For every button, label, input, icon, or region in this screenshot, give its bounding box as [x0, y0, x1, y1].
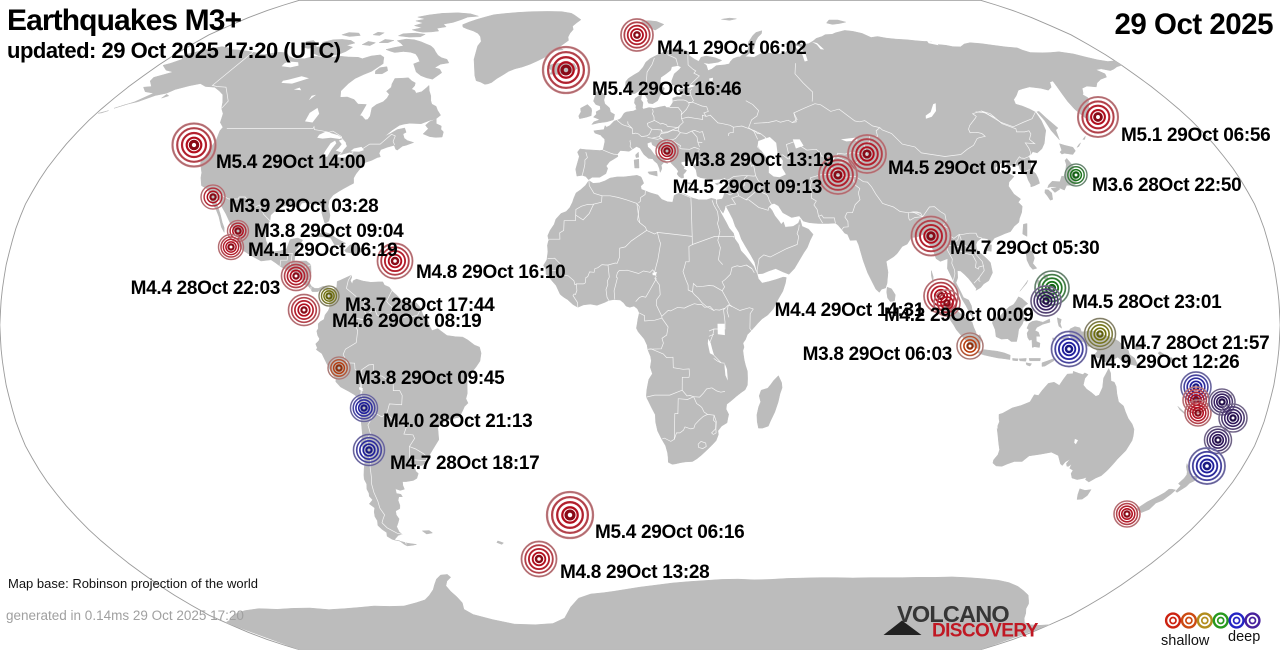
svg-text:M4.5 29Oct 09:13: M4.5 29Oct 09:13 [673, 177, 822, 198]
svg-text:M4.7 28Oct 18:17: M4.7 28Oct 18:17 [390, 453, 539, 474]
svg-text:DISCOVERY: DISCOVERY [932, 621, 1039, 642]
svg-text:M3.6 28Oct 22:50: M3.6 28Oct 22:50 [1092, 175, 1241, 196]
svg-text:M3.8 29Oct 13:19: M3.8 29Oct 13:19 [684, 150, 833, 171]
svg-text:M4.1 29Oct 06:19: M4.1 29Oct 06:19 [248, 240, 397, 261]
svg-text:M3.7 28Oct 17:44: M3.7 28Oct 17:44 [345, 295, 495, 316]
svg-text:M4.4 29Oct 14:31: M4.4 29Oct 14:31 [775, 300, 925, 321]
svg-text:M3.9 29Oct 03:28: M3.9 29Oct 03:28 [229, 196, 378, 217]
svg-text:updated: 29 Oct 2025 17:20 (UT: updated: 29 Oct 2025 17:20 (UTC) [7, 38, 341, 63]
svg-text:M5.4 29Oct 16:46: M5.4 29Oct 16:46 [592, 79, 741, 100]
svg-text:M5.1 29Oct 06:56: M5.1 29Oct 06:56 [1121, 125, 1270, 146]
svg-text:M4.8 29Oct 16:10: M4.8 29Oct 16:10 [416, 262, 565, 283]
svg-text:M5.4 29Oct 06:16: M5.4 29Oct 06:16 [595, 522, 744, 543]
svg-text:M4.9 29Oct 12:26: M4.9 29Oct 12:26 [1090, 352, 1239, 373]
svg-text:M5.4 29Oct 14:00: M5.4 29Oct 14:00 [216, 152, 365, 173]
svg-text:M4.2 29Oct 00:09: M4.2 29Oct 00:09 [884, 305, 1033, 326]
svg-text:M4.5 29Oct 05:17: M4.5 29Oct 05:17 [888, 158, 1037, 179]
svg-text:Map base: Robinson projection: Map base: Robinson projection of the wor… [8, 576, 258, 591]
svg-text:M4.7 29Oct 05:30: M4.7 29Oct 05:30 [950, 238, 1099, 259]
svg-text:M3.8 29Oct 09:04: M3.8 29Oct 09:04 [254, 221, 404, 242]
svg-text:deep: deep [1228, 629, 1260, 645]
svg-text:shallow: shallow [1161, 633, 1210, 649]
svg-text:VOLCANO: VOLCANO [897, 601, 1009, 627]
svg-text:29 Oct 2025: 29 Oct 2025 [1114, 8, 1273, 41]
svg-text:M4.1 29Oct 06:02: M4.1 29Oct 06:02 [657, 38, 806, 59]
svg-text:M3.8 29Oct 06:03: M3.8 29Oct 06:03 [803, 344, 952, 365]
svg-text:M4.8 29Oct 13:28: M4.8 29Oct 13:28 [560, 562, 709, 583]
svg-text:generated in 0.14ms 29 Oct 202: generated in 0.14ms 29 Oct 2025 17:20 [6, 608, 244, 623]
svg-text:Earthquakes M3+: Earthquakes M3+ [7, 4, 241, 37]
svg-text:M3.8 29Oct 09:45: M3.8 29Oct 09:45 [355, 368, 505, 389]
svg-text:M4.6 29Oct 08:19: M4.6 29Oct 08:19 [332, 311, 481, 332]
svg-text:M4.0 28Oct 21:13: M4.0 28Oct 21:13 [383, 411, 532, 432]
svg-text:M4.7 28Oct 21:57: M4.7 28Oct 21:57 [1120, 333, 1269, 354]
svg-text:M4.4 28Oct 22:03: M4.4 28Oct 22:03 [131, 278, 280, 299]
svg-text:M4.5 28Oct 23:01: M4.5 28Oct 23:01 [1072, 292, 1222, 313]
